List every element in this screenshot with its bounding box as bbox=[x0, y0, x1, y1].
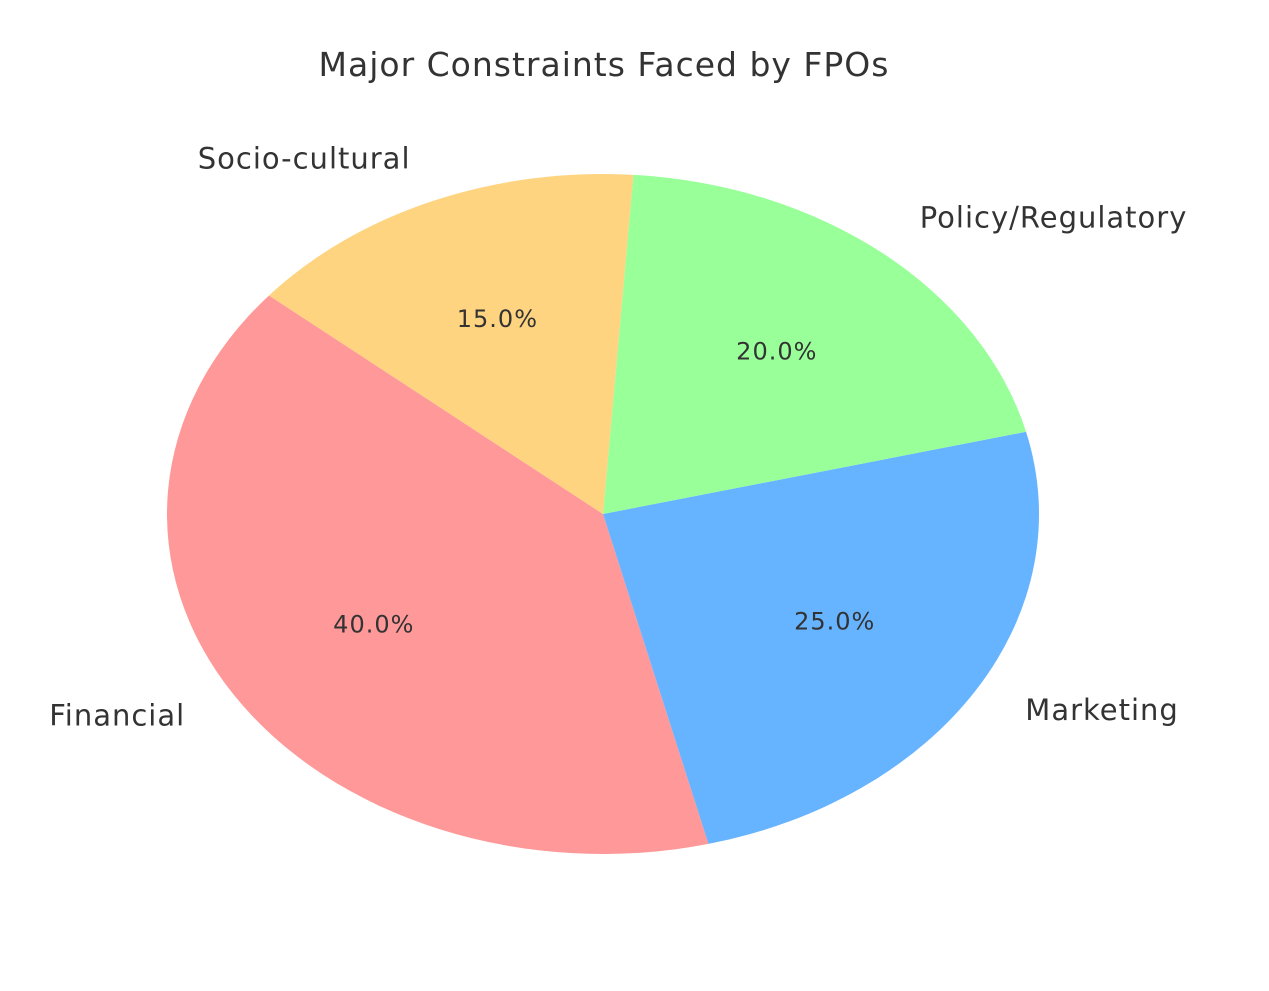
pie-slices bbox=[166, 174, 1039, 855]
pie-slice-policy-regulatory bbox=[603, 174, 1027, 514]
pct-label-policy-regulatory: 20.0% bbox=[736, 338, 817, 366]
pct-label-marketing: 25.0% bbox=[794, 608, 875, 636]
pie-labels: Financial 40.0% Marketing 25.0% Policy/Regul… bbox=[49, 141, 1188, 733]
slice-label-financial: Financial bbox=[49, 699, 185, 733]
slice-label-socio-cultural: Socio-cultural bbox=[198, 141, 411, 175]
pie-slice-marketing bbox=[603, 431, 1039, 844]
pie-slice-socio-cultural bbox=[269, 174, 634, 514]
slice-label-marketing: Marketing bbox=[1025, 693, 1179, 727]
pct-label-financial: 40.0% bbox=[333, 611, 414, 639]
pie-slice-financial bbox=[166, 295, 709, 855]
pct-label-socio-cultural: 15.0% bbox=[457, 305, 538, 333]
slice-label-policy-regulatory: Policy/Regulatory bbox=[920, 201, 1188, 235]
chart-title: Major Constraints Faced by FPOs bbox=[319, 45, 890, 84]
